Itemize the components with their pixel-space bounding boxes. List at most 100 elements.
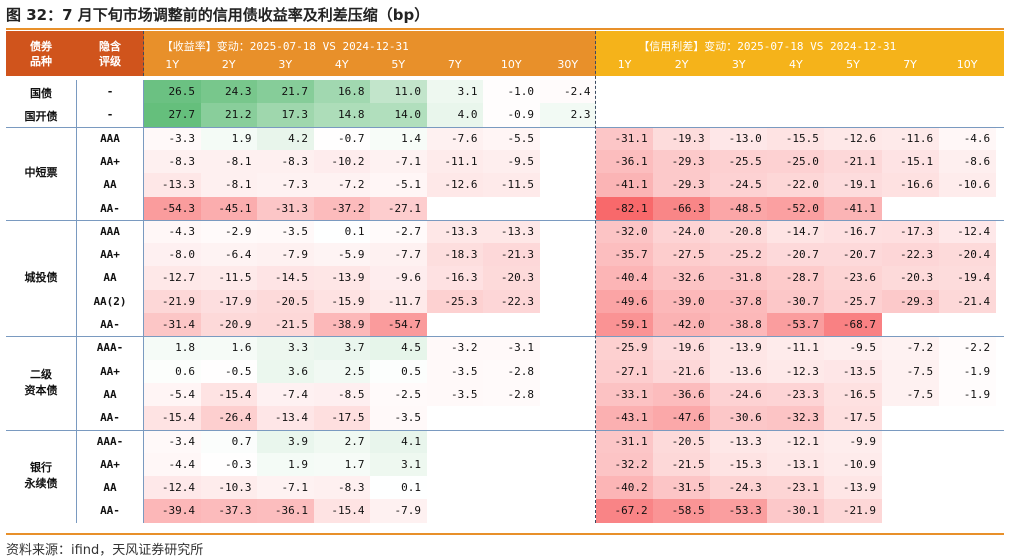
spread-cell	[938, 80, 997, 104]
yield-cell: -15.9	[313, 289, 371, 314]
spread-cell: -32.2	[596, 452, 654, 477]
yield-cell	[426, 476, 484, 500]
yield-cell: -11.1	[426, 149, 484, 174]
spread-cell	[596, 103, 654, 128]
yield-cell: -3.4	[144, 429, 201, 454]
spread-cell	[881, 452, 940, 477]
spread-cell: -48.5	[710, 196, 768, 221]
spread-cell: -22.3	[881, 243, 940, 267]
yield-cell: -36.1	[257, 499, 314, 524]
spread-cell: -29.3	[881, 289, 940, 314]
yield-cell	[426, 452, 484, 477]
spread-cell: -13.6	[710, 359, 768, 384]
yield-cell: -7.6	[426, 126, 484, 151]
yield-cell	[539, 359, 597, 384]
spread-cell	[938, 452, 997, 477]
yield-cell: -3.5	[257, 219, 314, 244]
yield-cell: 0.5	[370, 359, 427, 384]
yield-cell: -6.4	[200, 243, 258, 267]
spread-cell: -10.6	[938, 173, 997, 197]
yield-cell	[539, 406, 597, 430]
yield-tenor-1Y: 1Y	[165, 58, 180, 71]
spread-cell: -16.5	[824, 382, 882, 407]
spread-cell: -36.6	[653, 382, 711, 407]
yield-group-header: 【收益率】变动：2025-07-18 VS 2024-12-31	[161, 40, 409, 53]
bond-type-国债: 国债	[30, 87, 52, 100]
spread-cell	[824, 103, 882, 128]
spread-cell: -20.3	[881, 266, 940, 291]
yield-cell: 2.3	[539, 103, 597, 128]
yield-cell: -7.1	[370, 149, 427, 174]
rating-label: AA-	[100, 318, 120, 331]
yield-cell: 3.1	[426, 80, 484, 104]
rating-label: AA	[103, 178, 117, 192]
yield-cell: -5.1	[370, 173, 427, 197]
yield-cell: -21.5	[257, 313, 314, 337]
yield-cell: -8.0	[144, 243, 201, 267]
yield-cell: -20.9	[200, 313, 258, 337]
yield-cell: -7.4	[257, 382, 314, 407]
yield-cell: -20.3	[483, 266, 540, 291]
spread-cell: -41.1	[824, 196, 882, 221]
yield-cell	[483, 499, 540, 524]
spread-cell: -40.2	[596, 476, 654, 500]
spread-cell: -23.6	[824, 266, 882, 291]
yield-cell: 14.8	[313, 103, 371, 128]
yield-cell: -7.1	[257, 476, 314, 500]
yield-cell: 24.3	[200, 80, 258, 104]
spread-cell: -42.0	[653, 313, 711, 337]
yield-cell	[539, 476, 597, 500]
yield-tenor-30Y: 30Y	[557, 58, 579, 71]
spread-cell: -67.2	[596, 499, 654, 524]
yield-tenor-7Y: 7Y	[447, 58, 462, 71]
yield-cell	[539, 499, 597, 524]
yield-cell: -13.9	[313, 266, 371, 291]
yield-cell: -8.1	[200, 173, 258, 197]
yield-cell: -17.5	[313, 406, 371, 430]
spread-cell: -29.3	[653, 173, 711, 197]
spread-cell: -36.1	[596, 149, 654, 174]
yield-cell	[539, 266, 597, 291]
spread-cell: -41.1	[596, 173, 654, 197]
spread-cell	[881, 406, 940, 430]
yield-cell: -12.6	[426, 173, 484, 197]
yield-cell: 3.9	[257, 429, 314, 454]
spread-header-bg	[596, 31, 1004, 76]
yield-cell	[539, 313, 597, 337]
spread-cell	[938, 103, 997, 128]
rating-header: 隐含 评级	[99, 40, 121, 68]
spread-cell: -15.1	[881, 149, 940, 174]
rating-label: AAA-	[96, 341, 124, 355]
yield-cell: -13.3	[483, 219, 540, 244]
yield-cell: 3.7	[313, 336, 371, 361]
spread-cell: -12.6	[824, 126, 882, 151]
group-label: 银行 永续债	[24, 461, 58, 491]
yield-cell	[539, 289, 597, 314]
yield-cell: -12.4	[144, 476, 201, 500]
spread-cell: -43.1	[596, 406, 654, 430]
spread-cell: -30.1	[767, 499, 825, 524]
spread-cell: -32.3	[767, 406, 825, 430]
yield-cell: 11.0	[370, 80, 427, 104]
yield-cell: -15.4	[200, 382, 258, 407]
spread-cell	[938, 406, 997, 430]
yield-cell: -7.9	[370, 499, 427, 524]
spread-cell	[881, 499, 940, 524]
yield-cell: 2.5	[313, 359, 371, 384]
spread-cell: -31.8	[710, 266, 768, 291]
spread-cell: -19.6	[653, 336, 711, 361]
spread-cell: -33.1	[596, 382, 654, 407]
yield-cell: -17.9	[200, 289, 258, 314]
yield-cell	[539, 382, 597, 407]
spread-cell	[881, 103, 940, 128]
rating-label: AA-	[100, 504, 120, 518]
spread-cell: -47.6	[653, 406, 711, 430]
yield-cell: -54.7	[370, 313, 427, 337]
spread-cell: -10.9	[824, 452, 882, 477]
spread-cell: -21.5	[653, 452, 711, 477]
spread-cell: -12.3	[767, 359, 825, 384]
spread-cell: -31.5	[653, 476, 711, 500]
spread-cell: -59.1	[596, 313, 654, 337]
yield-cell: 1.9	[257, 452, 314, 477]
spread-cell	[938, 429, 997, 454]
